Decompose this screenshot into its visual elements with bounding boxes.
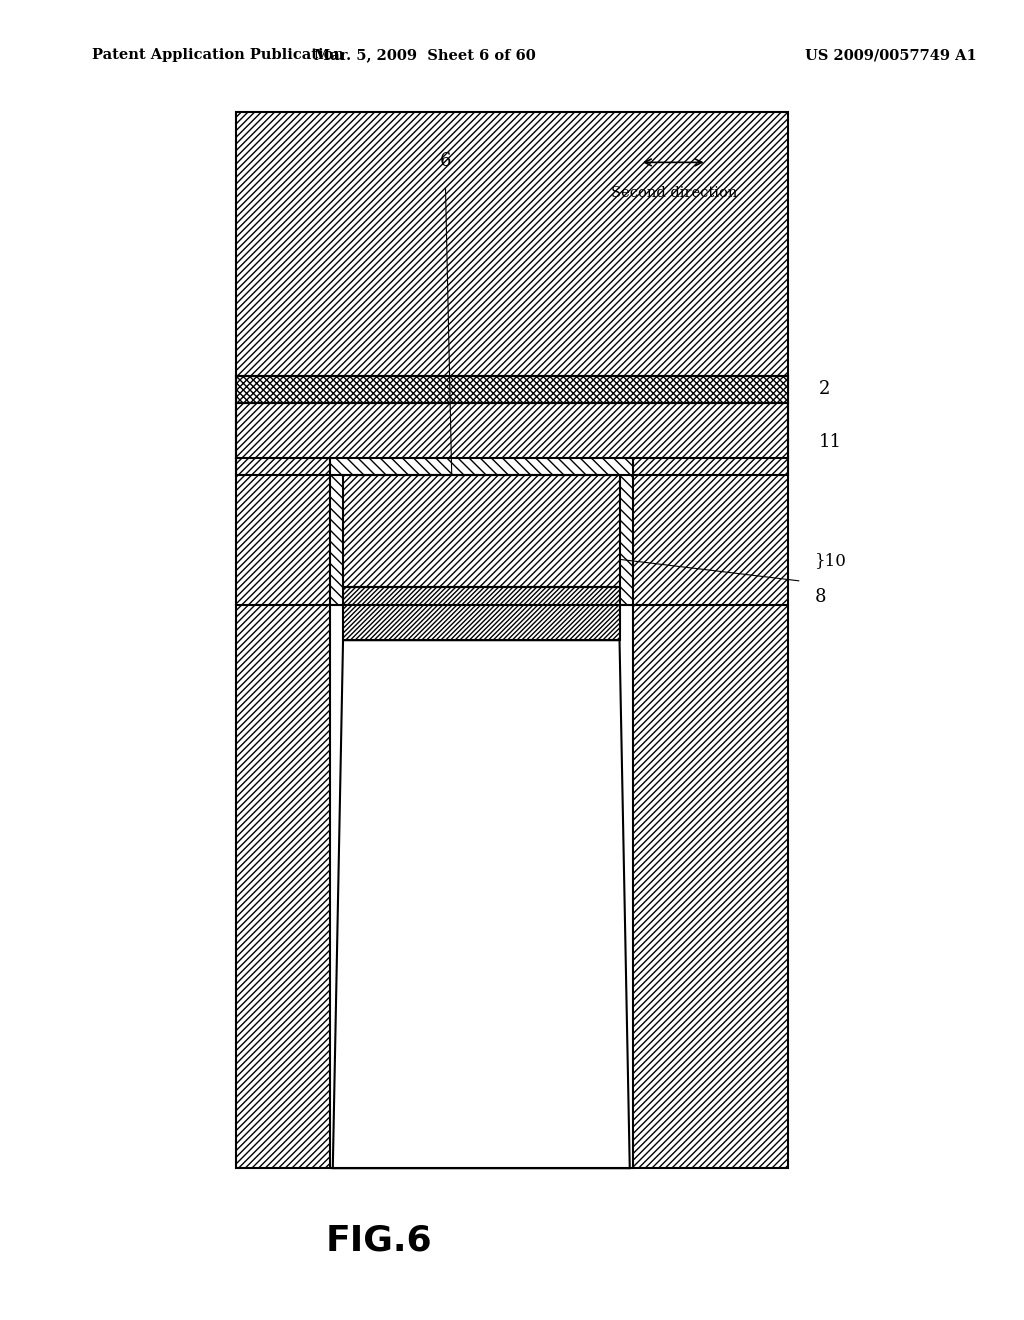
Bar bbox=[343, 475, 620, 587]
Polygon shape bbox=[333, 640, 630, 1168]
Bar bbox=[343, 587, 620, 640]
Text: US 2009/0057749 A1: US 2009/0057749 A1 bbox=[805, 49, 977, 62]
Text: Patent Application Publication: Patent Application Publication bbox=[92, 49, 344, 62]
Bar bbox=[330, 458, 633, 475]
Bar bbox=[620, 458, 633, 605]
Text: 6: 6 bbox=[439, 152, 452, 170]
Bar bbox=[236, 376, 788, 403]
Text: }10: }10 bbox=[815, 553, 847, 569]
Bar bbox=[330, 458, 633, 605]
Bar bbox=[236, 403, 788, 475]
Bar bbox=[236, 403, 788, 475]
Text: Mar. 5, 2009  Sheet 6 of 60: Mar. 5, 2009 Sheet 6 of 60 bbox=[314, 49, 536, 62]
Text: Second direction: Second direction bbox=[610, 186, 737, 201]
Bar bbox=[343, 587, 620, 640]
Bar bbox=[236, 475, 330, 1168]
Bar bbox=[236, 112, 788, 1168]
Bar bbox=[236, 112, 788, 376]
Bar bbox=[236, 112, 788, 1168]
Text: 8: 8 bbox=[815, 587, 826, 606]
Bar bbox=[330, 587, 633, 605]
Text: 7: 7 bbox=[496, 479, 508, 498]
Text: 11: 11 bbox=[819, 433, 842, 451]
Bar bbox=[343, 475, 620, 587]
Text: 2: 2 bbox=[819, 380, 830, 399]
Bar bbox=[633, 475, 788, 1168]
Bar bbox=[330, 458, 343, 605]
Text: FIG.6: FIG.6 bbox=[326, 1224, 432, 1258]
Bar bbox=[236, 376, 788, 403]
